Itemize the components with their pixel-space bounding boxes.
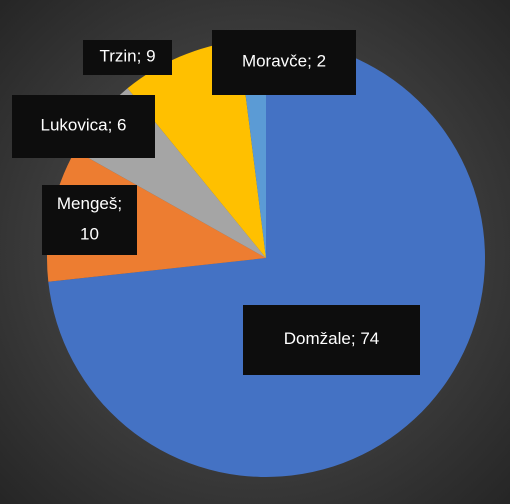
pie-slice — [127, 40, 266, 258]
label-category: Trzin — [99, 47, 136, 66]
label-category: Moravče — [242, 52, 307, 71]
data-label-box — [243, 305, 420, 375]
data-label: Lukovica; 6 — [40, 116, 126, 135]
label-separator: ; — [351, 329, 360, 348]
data-label-box — [83, 40, 172, 75]
data-label-box — [212, 30, 356, 95]
label-separator: ; — [108, 116, 117, 135]
label-value: 74 — [360, 329, 379, 348]
label-value: 2 — [317, 52, 326, 71]
data-label: Mengeš; — [57, 194, 122, 213]
data-label: Trzin; 9 — [99, 47, 155, 66]
label-separator: ; — [117, 194, 122, 213]
label-value: 9 — [146, 47, 155, 66]
data-label: Domžale; 74 — [284, 329, 379, 348]
label-category: Lukovica — [40, 116, 108, 135]
label-value: 6 — [117, 116, 126, 135]
label-category: Domžale — [284, 329, 351, 348]
data-label: Moravče; 2 — [242, 52, 326, 71]
data-label-box — [42, 185, 137, 255]
data-label-box — [12, 95, 155, 158]
label-separator: ; — [137, 47, 146, 66]
label-category: Mengeš — [57, 194, 117, 213]
label-separator: ; — [307, 52, 316, 71]
label-value: 10 — [80, 224, 99, 243]
